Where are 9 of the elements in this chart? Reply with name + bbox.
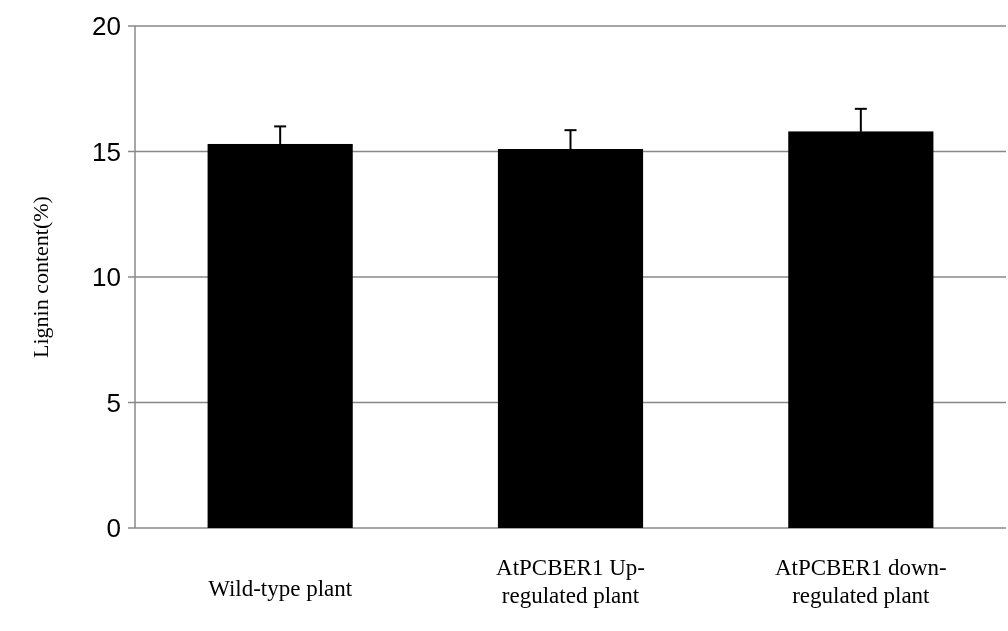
y-tick-label: 15 [92, 136, 121, 167]
y-tick-label: 20 [92, 11, 121, 42]
y-tick-label: 0 [106, 513, 121, 544]
y-tick-label: 10 [92, 262, 121, 293]
x-tick-label: AtPCBER1 Up-regulated plant [496, 555, 645, 608]
y-axis-title: Lignin content(%) [28, 196, 53, 358]
y-tick-label: 5 [106, 387, 121, 418]
x-tick-label: Wild-type plant [208, 576, 353, 602]
x-tick-label: AtPCBER1 down-regulated plant [774, 555, 947, 608]
